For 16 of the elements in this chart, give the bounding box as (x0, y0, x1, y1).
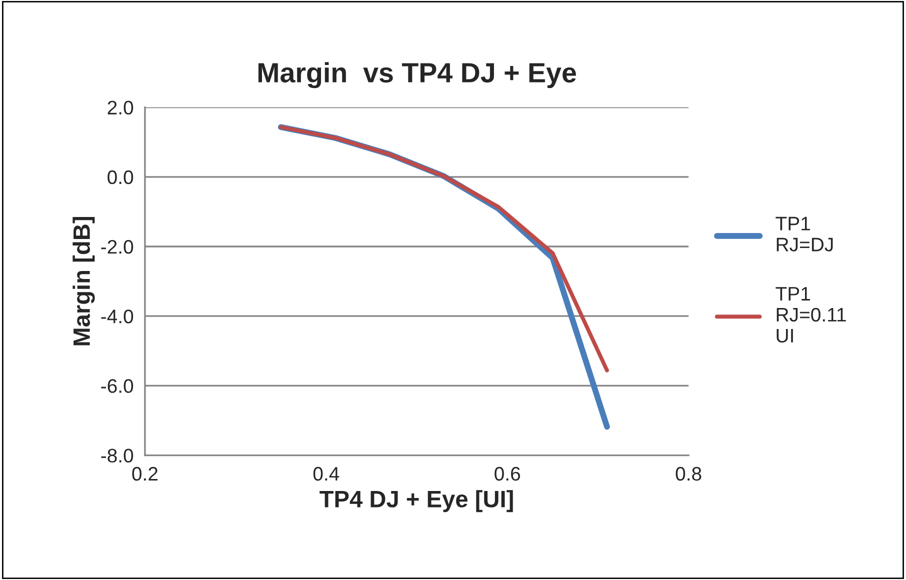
y-tick-label: -2.0 (101, 240, 134, 254)
y-axis-title: Margin [dB] (72, 217, 95, 346)
y-tick-label: 0.0 (108, 170, 134, 184)
line-series (278, 125, 609, 372)
x-tick-label: 0.4 (313, 466, 340, 481)
chart-title: Margin vs TP4 DJ + Eye (258, 62, 576, 88)
y-tick-label: -8.0 (101, 448, 134, 463)
x-tick-label: 0.2 (132, 466, 158, 481)
x-tick-label: 0.6 (494, 466, 520, 481)
legend-label: TP1 RJ=DJ (776, 216, 833, 252)
x-tick-label: 0.8 (676, 466, 702, 481)
y-tick-label: 2.0 (108, 100, 134, 115)
x-axis-title: TP4 DJ + Eye [UI] (320, 490, 513, 512)
y-tick-label: -4.0 (101, 310, 134, 324)
y-tick-label: -6.0 (101, 379, 134, 393)
legend-label: TP1 RJ=0.11 UI (776, 287, 846, 343)
